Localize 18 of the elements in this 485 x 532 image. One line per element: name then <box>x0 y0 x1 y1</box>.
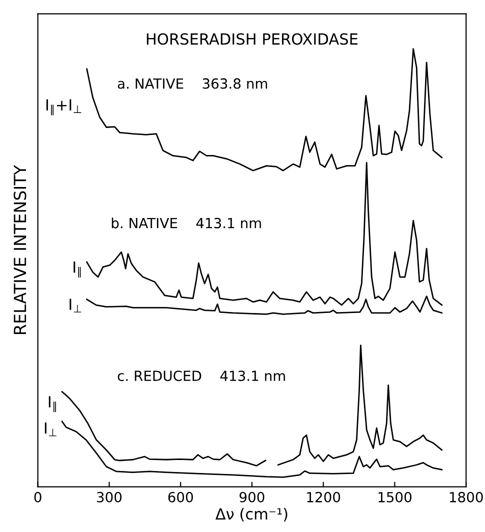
series-label: I$_{⊥}$ <box>44 422 56 436</box>
x-tick-label: 300 <box>97 492 122 502</box>
annotation: a. NATIVE 363.8 nm <box>118 78 268 89</box>
x-tick-label: 1200 <box>307 492 340 502</box>
x-tick-label: 1500 <box>378 492 412 502</box>
x-tick-label: 600 <box>168 492 193 502</box>
series-label: I$_{⊥}$ <box>70 298 82 312</box>
annotation: c. REDUCED 413.1 nm <box>118 370 285 382</box>
series-label: I$_{∥}$ <box>74 262 81 278</box>
y-axis-title: RELATIVE INTENSITY <box>14 164 26 334</box>
series-label: I$_{∥}$+I$_{⊥}$ <box>46 99 82 116</box>
x-axis-title: Δν (cm⁻¹) <box>215 508 288 522</box>
x-tick-label: 900 <box>240 492 264 502</box>
x-tick-label: 0 <box>34 492 42 502</box>
series-label: I$_{∥}$ <box>48 396 56 412</box>
x-tick-label: 1800 <box>450 492 483 502</box>
annotation: b. NATIVE 413.1 nm <box>112 218 261 228</box>
chart-title: HORSERADISH PEROXIDASE <box>146 33 358 45</box>
